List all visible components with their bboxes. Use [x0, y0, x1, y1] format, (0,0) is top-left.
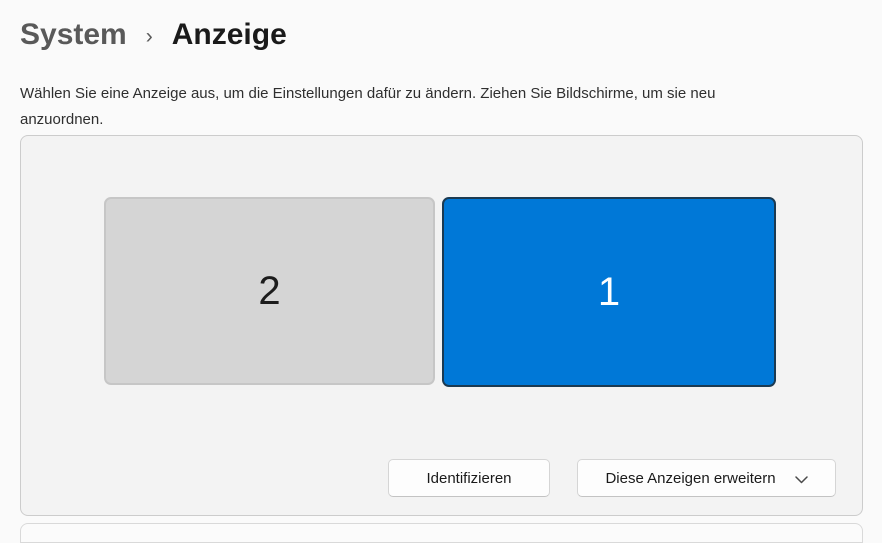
- panel-button-row: Identifizieren Diese Anzeigen erweitern: [388, 459, 836, 497]
- identify-button[interactable]: Identifizieren: [388, 459, 550, 497]
- description-line-1: Wählen Sie eine Anzeige aus, um die Eins…: [20, 85, 716, 102]
- monitor-1-selected[interactable]: 1: [442, 197, 776, 387]
- page-title: Anzeige: [171, 18, 287, 51]
- breadcrumb-item-system[interactable]: System: [20, 18, 127, 51]
- chevron-down-icon: [794, 475, 808, 483]
- display-arrangement-panel: 2 1 Identifizieren Diese Anzeigen erweit…: [20, 135, 863, 516]
- monitor-1-number: 1: [597, 269, 621, 314]
- monitor-2-number: 2: [258, 268, 281, 313]
- breadcrumb: System › Anzeige: [20, 14, 287, 56]
- monitor-2[interactable]: 2: [104, 197, 435, 385]
- display-mode-dropdown-label: Diese Anzeigen erweitern: [605, 469, 776, 487]
- page-description: Wählen Sie eine Anzeige aus, um die Eins…: [20, 81, 850, 133]
- breadcrumb-separator-icon: ›: [145, 24, 153, 48]
- display-mode-dropdown[interactable]: Diese Anzeigen erweitern: [577, 459, 836, 497]
- description-line-2: anzuordnen.: [20, 111, 104, 128]
- next-settings-card-edge: [20, 523, 863, 543]
